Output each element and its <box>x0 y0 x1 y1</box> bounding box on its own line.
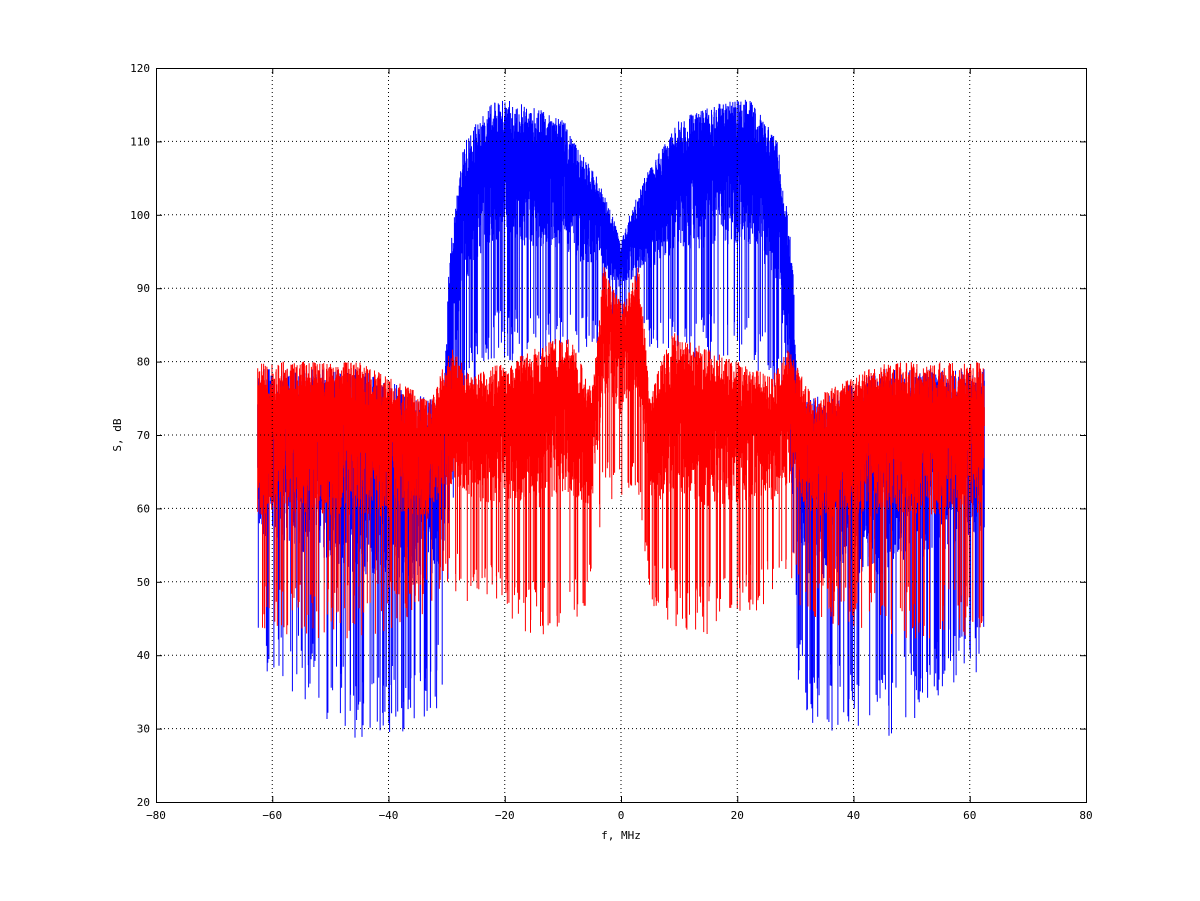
y-tick-label: 90 <box>137 282 150 295</box>
x-tick-label: 60 <box>963 809 976 822</box>
y-tick-label: 100 <box>130 209 150 222</box>
plot-area <box>156 68 1087 803</box>
x-axis-label: f, MHz <box>601 829 641 842</box>
x-tick-label: −80 <box>146 809 166 822</box>
x-tick-label: −40 <box>379 809 399 822</box>
y-tick-label: 60 <box>137 502 150 515</box>
x-tick-label: 80 <box>1079 809 1092 822</box>
y-tick-label: 30 <box>137 723 150 736</box>
series-2-trace <box>257 267 985 639</box>
series-layer <box>257 99 985 738</box>
y-tick-label: 20 <box>137 796 150 809</box>
y-tick-label: 120 <box>130 62 150 75</box>
x-axis-ticks: −80 −60 −40 −20 0 20 40 60 80 <box>146 68 1093 822</box>
y-tick-label: 80 <box>137 356 150 369</box>
x-tick-label: 40 <box>847 809 860 822</box>
y-tick-label: 110 <box>130 135 150 148</box>
y-tick-label: 50 <box>137 576 150 589</box>
x-tick-label: −20 <box>495 809 515 822</box>
y-axis-ticks: 20 30 40 50 60 70 80 90 100 110 120 <box>130 62 1086 809</box>
y-axis-label: S, dB <box>111 418 124 451</box>
y-tick-label: 70 <box>137 429 150 442</box>
y-tick-label: 40 <box>137 649 150 662</box>
x-tick-label: 20 <box>731 809 744 822</box>
x-tick-label: 0 <box>618 809 625 822</box>
grid-layer <box>156 68 1086 802</box>
x-tick-label: −60 <box>262 809 282 822</box>
